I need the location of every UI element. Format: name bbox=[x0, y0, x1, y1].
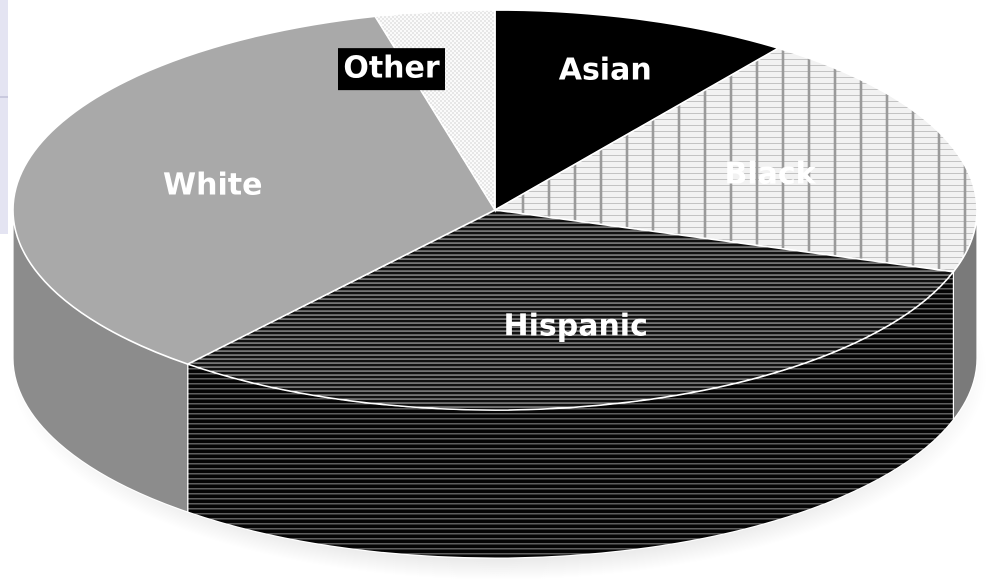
background-strip-divider bbox=[0, 96, 8, 98]
pie-slice-white bbox=[12, 15, 497, 365]
background-strip bbox=[0, 0, 8, 234]
slice-label-other: Other bbox=[343, 51, 440, 86]
slice-label-white: White bbox=[163, 167, 262, 202]
slice-label-bg-other bbox=[338, 48, 446, 91]
pie-slice-hispanic bbox=[185, 209, 955, 411]
slice-label-hispanic: Hispanic bbox=[503, 309, 647, 344]
pie-slice-asian bbox=[494, 9, 781, 212]
slice-label-black: Black bbox=[724, 156, 816, 191]
pie-slice-black bbox=[492, 47, 978, 273]
slice-label-asian: Asian bbox=[559, 53, 652, 88]
